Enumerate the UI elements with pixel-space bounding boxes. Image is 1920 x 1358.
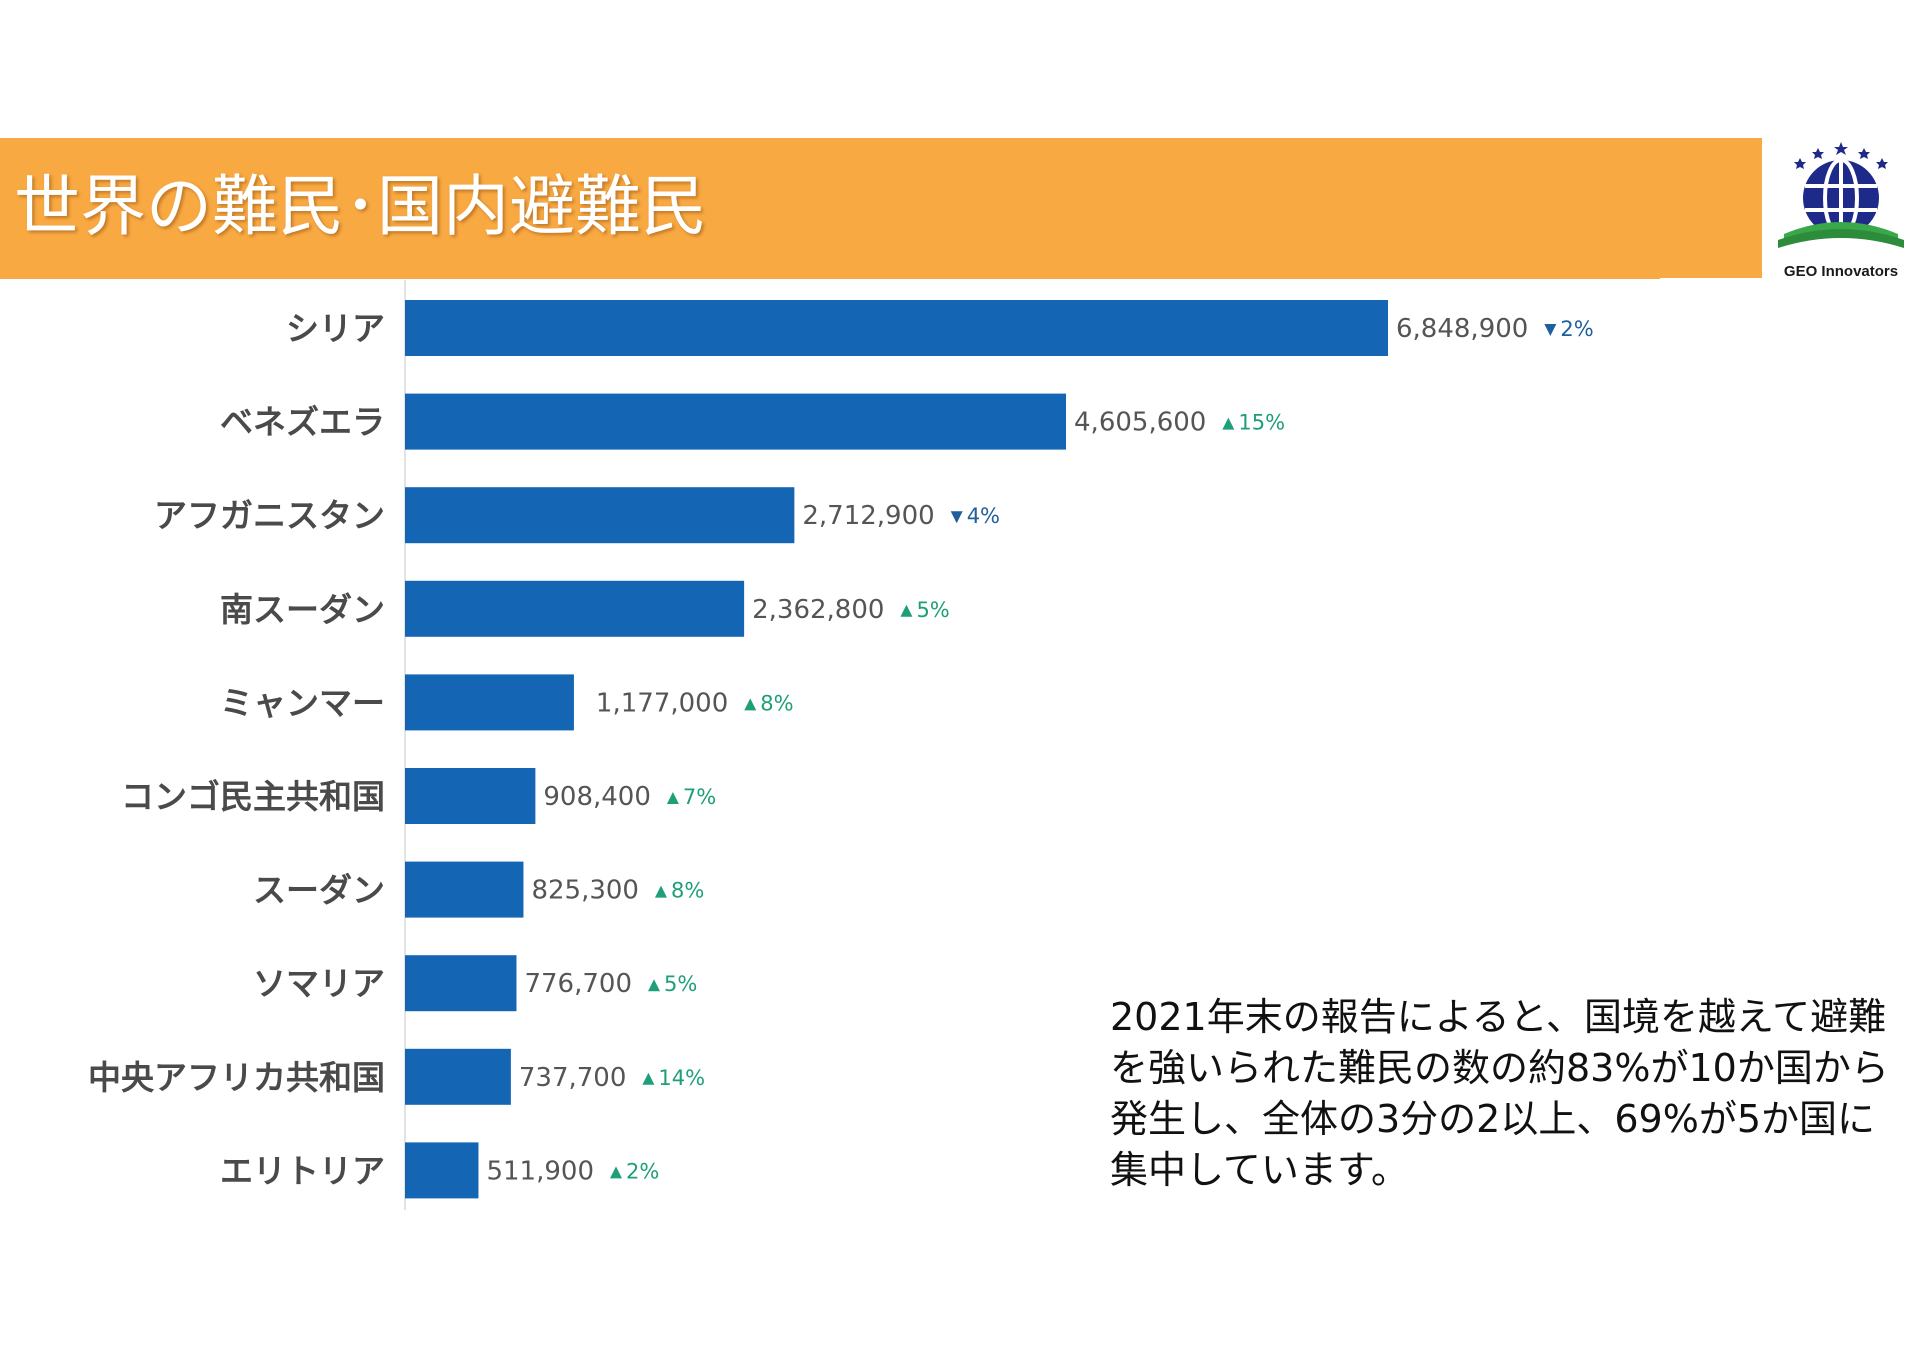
change-label: 5% [664,972,697,996]
bar [405,300,1388,356]
page-title: 世界の難民･国内避難民 [14,168,707,245]
summary-note: 2021年末の報告によると、国境を越えて避難を強いられた難民の数の約83%が10… [1110,995,1889,1192]
bar [405,768,536,824]
title-banner [0,138,1920,278]
bar [405,1142,479,1199]
change-label: 4% [967,504,1000,528]
logo: GEO Innovators [1762,136,1920,284]
category-label: スーダン [253,871,385,910]
bar [405,1048,511,1105]
bar [405,955,517,1012]
change-label: 8% [671,879,704,903]
change-up-arrow-icon [666,792,679,804]
bar [405,487,795,544]
banner-divider [0,276,1660,279]
change-up-arrow-icon [642,1072,655,1085]
bar [405,674,574,731]
category-label: ソマリア [253,964,385,1003]
category-label: コンゴ民主共和国 [121,777,385,816]
logo-text: GEO Innovators [1783,263,1899,280]
change-label: 7% [683,785,716,809]
change-up-arrow-icon [610,1166,623,1179]
category-label: シリア [286,309,385,348]
value-label: 511,900 [486,1156,594,1186]
value-label: 2,362,800 [752,595,884,625]
change-up-arrow-icon [900,604,913,617]
bar [405,393,1067,450]
value-label: 908,400 [543,782,651,812]
change-label: 5% [916,598,949,622]
change-label: 2% [626,1159,659,1183]
category-label: ベネズエラ [220,403,385,442]
bar [405,580,745,637]
change-label: 8% [760,691,793,715]
value-label: 776,700 [524,969,632,999]
value-label: 737,700 [519,1063,627,1093]
refugee-bar-chart: シリア 6,848,900 2% ベネズエラ 4,605,600 15% アフガニスタン 2,… [88,280,1594,1210]
value-label: 1,177,000 [596,688,728,718]
change-label: 14% [658,1066,705,1090]
value-label: 4,605,600 [1074,408,1206,438]
bar [405,861,524,918]
change-up-arrow-icon [744,698,757,711]
category-label: 中央アフリカ共和国 [88,1058,385,1097]
category-label: エリトリア [220,1151,385,1190]
change-label: 15% [1238,411,1285,435]
category-label: 南スーダン [220,590,385,629]
category-label: ミャンマー [220,683,385,722]
globe-book-logo-icon [1778,142,1904,248]
change-up-arrow-icon [654,885,667,898]
value-label: 2,712,900 [802,501,934,531]
change-label: 2% [1560,317,1593,341]
change-down-arrow-icon [1544,324,1557,336]
category-label: アフガニスタン [154,496,385,535]
value-label: 6,848,900 [1396,314,1528,344]
change-up-arrow-icon [1222,417,1235,430]
change-up-arrow-icon [648,979,661,992]
change-down-arrow-icon [950,511,963,524]
value-label: 825,300 [531,876,639,906]
